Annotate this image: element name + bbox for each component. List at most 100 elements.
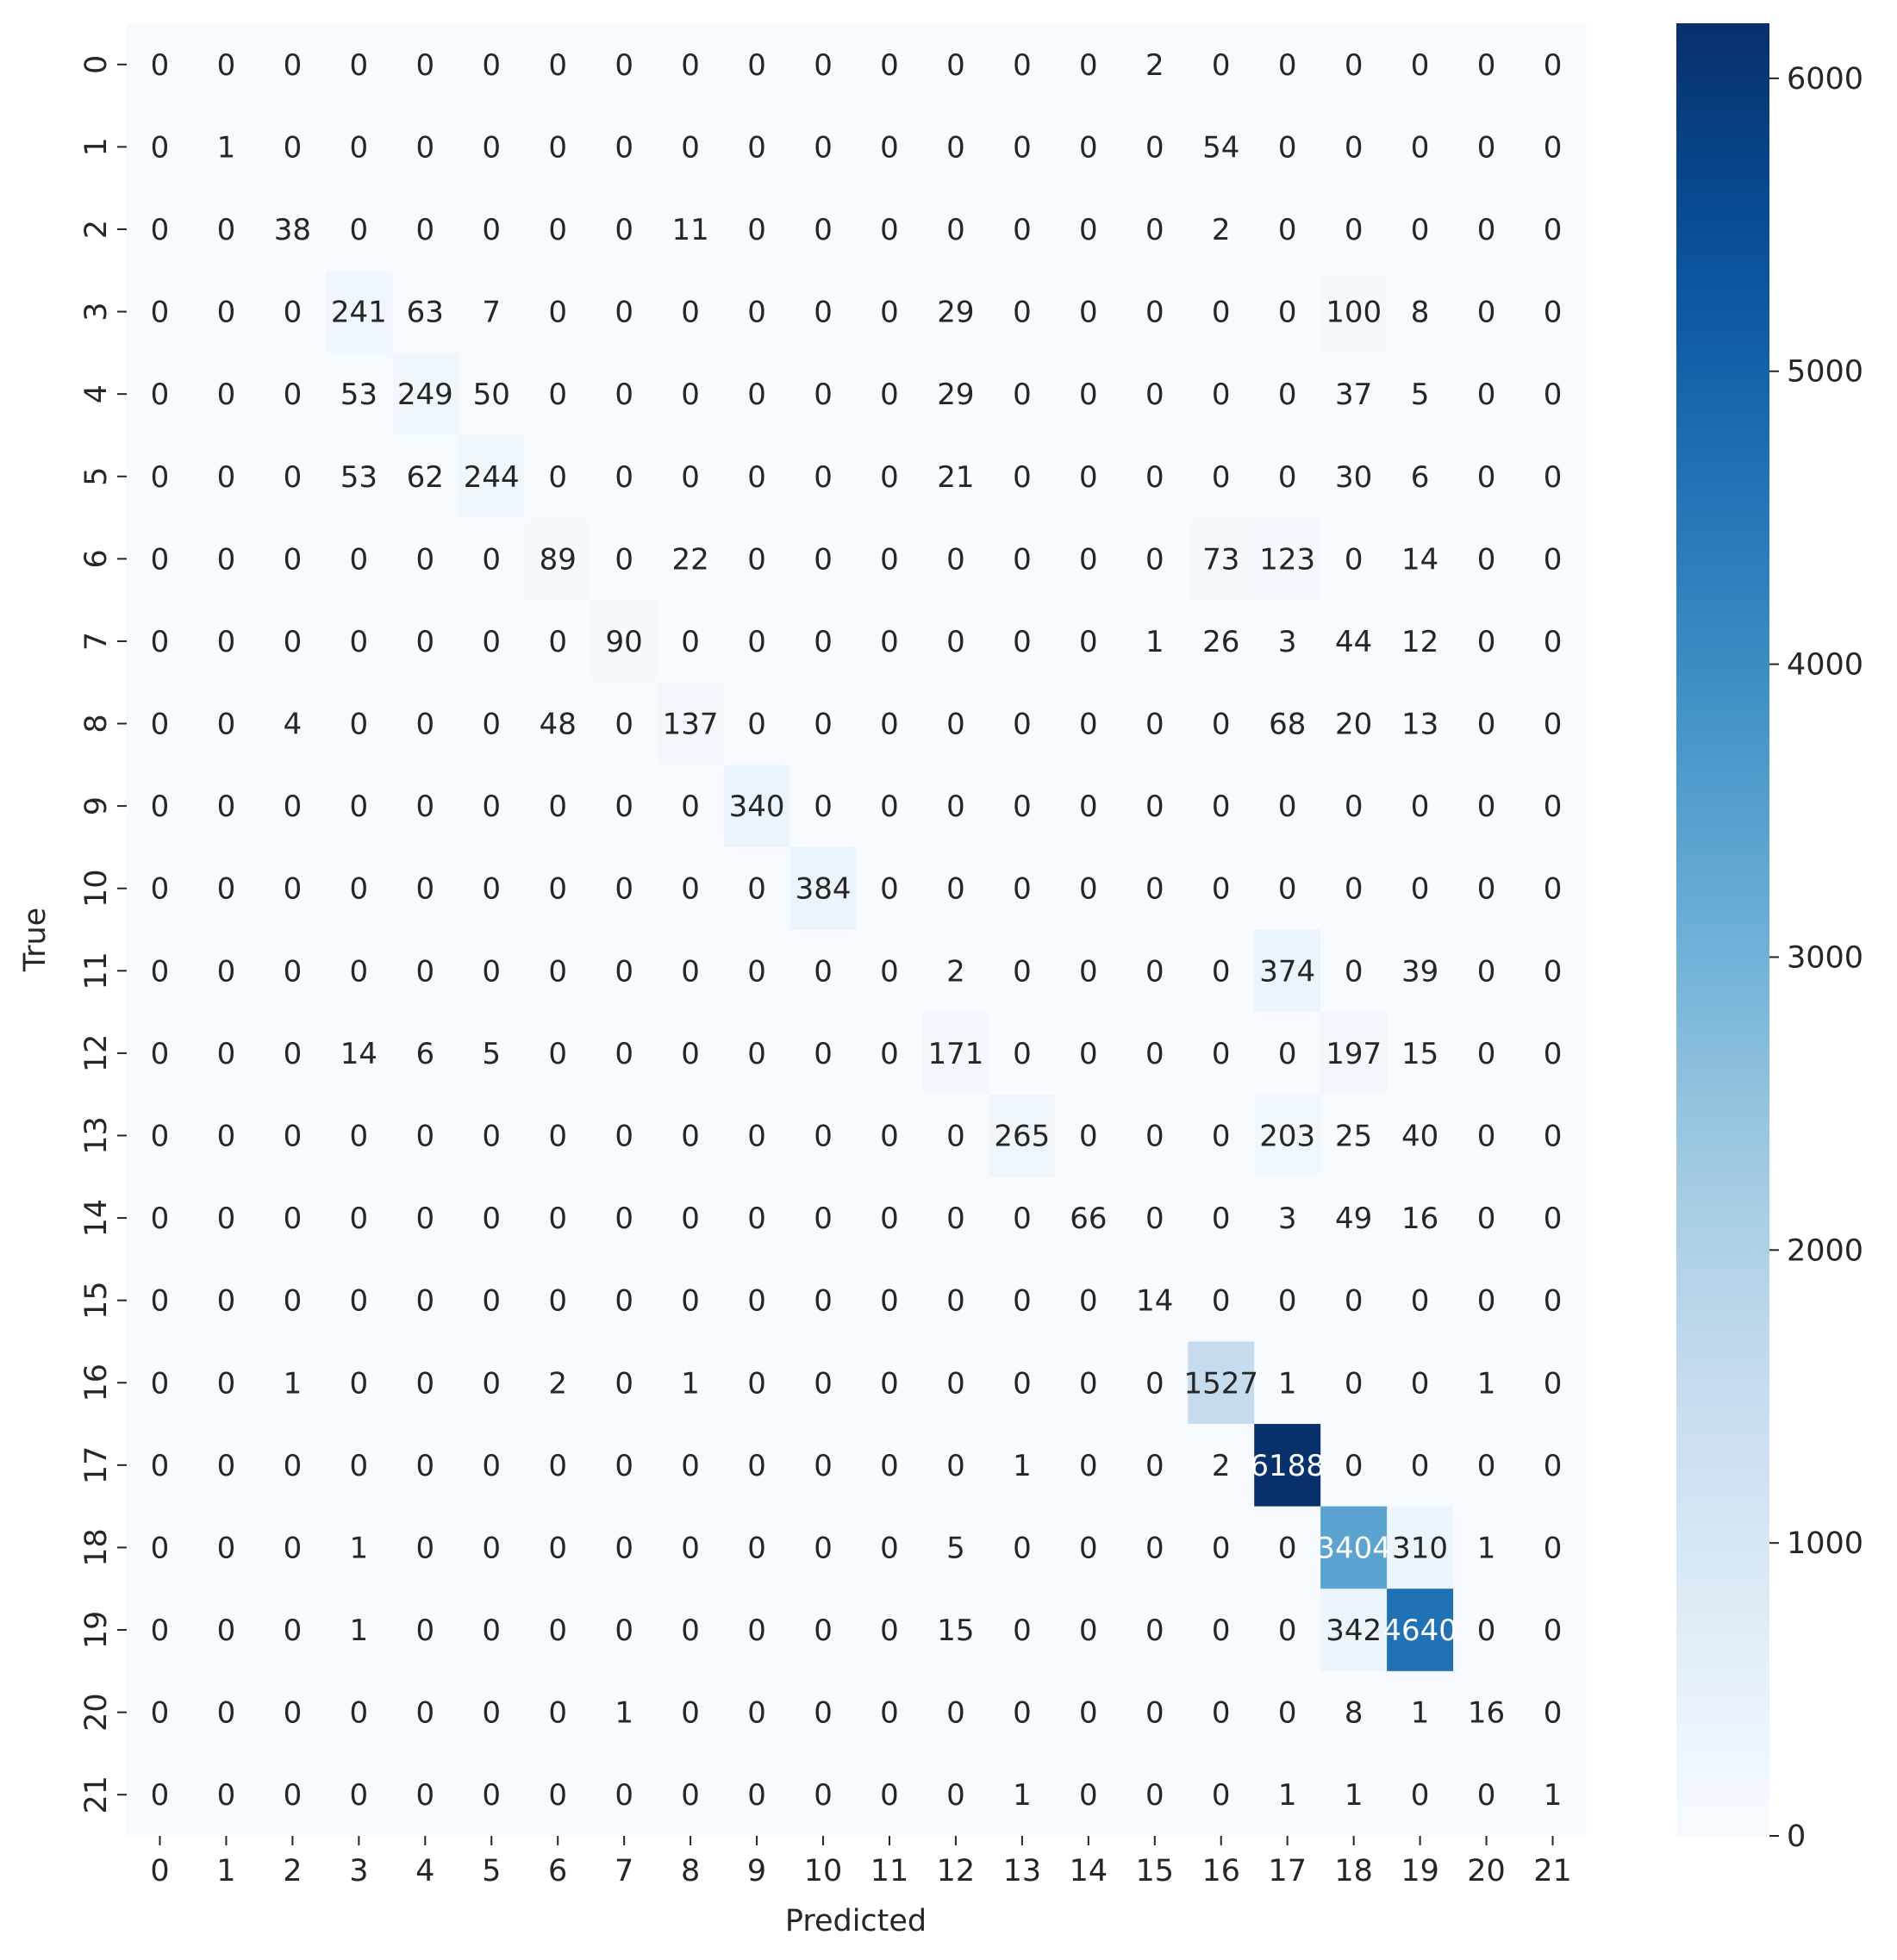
heatmap-cell (1453, 1177, 1520, 1260)
cell-value: 0 (482, 1449, 501, 1483)
heatmap-cell (1519, 517, 1587, 601)
heatmap-cell (259, 434, 327, 519)
cell-value: 0 (1544, 296, 1563, 330)
cell-value: 0 (1544, 790, 1563, 824)
cell-value: 0 (747, 872, 766, 907)
cell-value: 0 (217, 1614, 236, 1648)
cell-value: 0 (880, 296, 899, 330)
heatmap-cell (989, 1506, 1056, 1589)
x-tick-label: 14 (1070, 1854, 1108, 1888)
y-tick-label: 2 (79, 220, 114, 239)
cell-annotations: 0 0 0 0 0 0 0 0 0 0 0 0 0 0 0 2 0 0 0 0 0 00 1 0 0 0 0 0 0 0 0 0 0 0 0 0 0 54… (151, 48, 1563, 1813)
heatmap-cell (524, 1341, 592, 1425)
heatmap-cell (325, 1094, 393, 1177)
heatmap-cell (590, 1753, 658, 1837)
cell-value: 0 (548, 1037, 567, 1071)
cell-value: 0 (482, 872, 501, 907)
cell-value: 0 (747, 1037, 766, 1071)
cell-value: 0 (681, 460, 700, 495)
heatmap-cell (1453, 1589, 1520, 1672)
colorbar-gradient (1676, 23, 1769, 1836)
heatmap-cell (259, 1012, 327, 1095)
heatmap-cell (989, 1670, 1056, 1755)
cell-value: 0 (1013, 542, 1032, 577)
cell-value: 0 (1345, 872, 1363, 907)
heatmap-cell (259, 929, 327, 1013)
heatmap-cell (1188, 270, 1255, 353)
heatmap-cell (1121, 23, 1189, 107)
cell-value: 0 (1278, 1037, 1297, 1071)
heatmap-cell (922, 353, 989, 436)
heatmap-cell (259, 682, 327, 765)
heatmap-cell (657, 682, 725, 765)
heatmap-cell (789, 1258, 858, 1343)
cell-value: 0 (1079, 1284, 1098, 1319)
cell-value: 0 (350, 1284, 369, 1319)
heatmap-cell (989, 765, 1056, 848)
cell-value: 0 (814, 708, 833, 742)
cell-value: 0 (1013, 1696, 1032, 1731)
cell-value: 0 (1477, 1778, 1496, 1813)
heatmap-cell (458, 188, 526, 272)
heatmap-cell (989, 434, 1056, 519)
heatmap-cell (723, 270, 791, 353)
cell-value: 0 (284, 790, 303, 824)
heatmap-cell (657, 1258, 725, 1343)
cell-value: 0 (1145, 708, 1164, 742)
cell-value: 0 (1145, 872, 1164, 907)
cell-value: 0 (615, 1284, 633, 1319)
cell-value: 0 (548, 872, 567, 907)
cell-value: 0 (1345, 1366, 1363, 1401)
cell-value: 0 (747, 48, 766, 83)
heatmap-cell (723, 1341, 791, 1425)
cell-value: 0 (1079, 1119, 1098, 1153)
heatmap-cell (1387, 929, 1454, 1013)
cell-value: 0 (946, 1119, 965, 1153)
cell-value: 0 (548, 378, 567, 412)
cell-value: 0 (350, 542, 369, 577)
cell-value: 0 (1278, 130, 1297, 165)
cell-value: 0 (681, 1119, 700, 1153)
heatmap-cell (127, 270, 194, 353)
cell-value: 0 (151, 954, 170, 989)
cell-value: 0 (350, 1119, 369, 1153)
cell-value: 137 (663, 708, 719, 742)
heatmap-cell (989, 846, 1056, 931)
cell-value: 53 (340, 378, 378, 412)
x-tick-label: 7 (615, 1854, 633, 1888)
cell-value: 0 (615, 1449, 633, 1483)
heatmap-cell (856, 517, 924, 601)
cell-value: 0 (482, 1202, 501, 1236)
heatmap-cell (524, 765, 592, 848)
heatmap-cell (1387, 1012, 1454, 1095)
heatmap-cell (1121, 1258, 1189, 1343)
cell-value: 0 (1544, 1696, 1563, 1731)
cell-value: 0 (615, 872, 633, 907)
heatmap-cell (524, 1424, 592, 1507)
cell-value: 0 (615, 542, 633, 577)
cell-value: 0 (151, 625, 170, 659)
heatmap-cell (325, 1670, 393, 1755)
cell-value: 0 (946, 1366, 965, 1401)
cell-value: 0 (548, 130, 567, 165)
heatmap-cell (192, 1753, 260, 1837)
heatmap-cell (789, 682, 858, 765)
cell-value: 0 (1079, 213, 1098, 247)
colorbar-tick-label: 3000 (1787, 940, 1863, 975)
heatmap-cell (989, 353, 1056, 436)
cell-value: 0 (880, 708, 899, 742)
heatmap-cell (1188, 1753, 1255, 1837)
cell-value: 0 (1278, 1614, 1297, 1648)
heatmap-cell (1254, 270, 1321, 353)
heatmap-cell (1055, 1424, 1122, 1507)
heatmap-cell (989, 1424, 1056, 1507)
cell-value: 0 (1544, 1284, 1563, 1319)
heatmap-cell (1320, 270, 1388, 353)
y-tick-label: 18 (79, 1528, 114, 1567)
heatmap-cell (1188, 1341, 1255, 1425)
cell-value: 0 (747, 296, 766, 330)
heatmap-cell (1254, 1589, 1321, 1672)
heatmap-cell (1453, 765, 1520, 848)
cell-value: 0 (747, 460, 766, 495)
cell-value: 0 (151, 213, 170, 247)
